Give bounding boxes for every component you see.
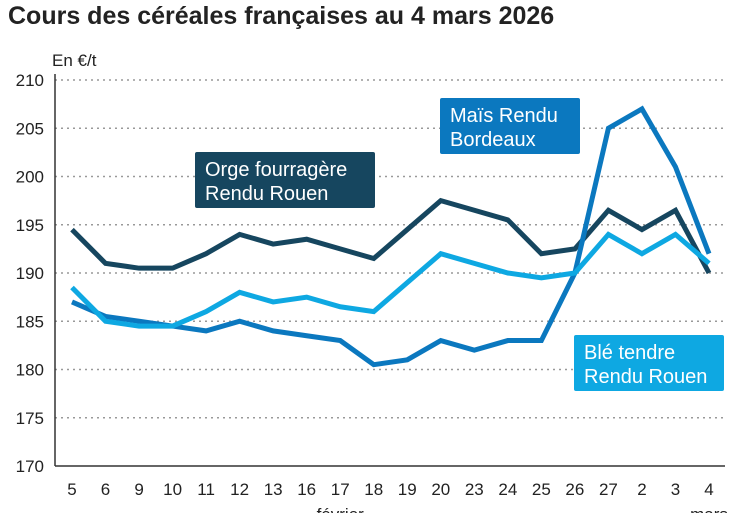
y-tick-label: 200: [16, 168, 44, 187]
x-tick-label: 25: [532, 480, 551, 499]
series-label-box: [440, 98, 580, 154]
month-label: mars: [690, 505, 728, 513]
chart-title: Cours des céréales françaises au 4 mars …: [8, 2, 555, 30]
series-label: Maïs Rendu: [450, 105, 558, 127]
x-tick-label: 19: [398, 480, 417, 499]
series-label-box: [574, 335, 724, 391]
y-tick-label: 175: [16, 409, 44, 428]
x-tick-label: 16: [297, 480, 316, 499]
series-label: Blé tendre: [584, 342, 675, 364]
x-tick-label: 11: [197, 480, 215, 499]
y-tick-label: 195: [16, 216, 44, 235]
series-label: Rendu Rouen: [584, 366, 707, 388]
month-label: février: [317, 505, 365, 513]
series-line-1: [71, 105, 712, 368]
series-label: Orge fourragère: [205, 159, 347, 181]
series-label-box: [195, 152, 375, 208]
x-tick-label: 10: [163, 480, 182, 499]
series-line-0: [70, 197, 712, 275]
x-tick-label: 18: [364, 480, 383, 499]
y-tick-label: 190: [16, 264, 44, 283]
series-label: Rendu Rouen: [205, 183, 328, 205]
x-tick-label: 3: [671, 480, 680, 499]
y-tick-label: 170: [16, 457, 44, 476]
series-label: Bordeaux: [450, 129, 536, 151]
x-tick-label: 24: [498, 480, 517, 499]
x-tick-label: 23: [465, 480, 484, 499]
x-tick-label: 4: [704, 480, 713, 499]
x-tick-label: 6: [101, 480, 110, 499]
x-tick-label: 9: [134, 480, 143, 499]
x-tick-label: 27: [599, 480, 618, 499]
x-tick-label: 12: [230, 480, 249, 499]
x-tick-label: 2: [637, 480, 646, 499]
x-tick-label: 13: [264, 480, 283, 499]
y-axis-label: En €/t: [52, 51, 97, 70]
y-tick-label: 180: [16, 361, 44, 380]
y-tick-label: 205: [16, 119, 44, 138]
y-tick-label: 210: [16, 71, 44, 90]
y-tick-label: 185: [16, 312, 44, 331]
x-tick-label: 20: [431, 480, 450, 499]
x-tick-label: 17: [331, 480, 350, 499]
series-line-2: [70, 231, 711, 329]
x-tick-label: 26: [565, 480, 584, 499]
x-tick-label: 5: [67, 480, 76, 499]
